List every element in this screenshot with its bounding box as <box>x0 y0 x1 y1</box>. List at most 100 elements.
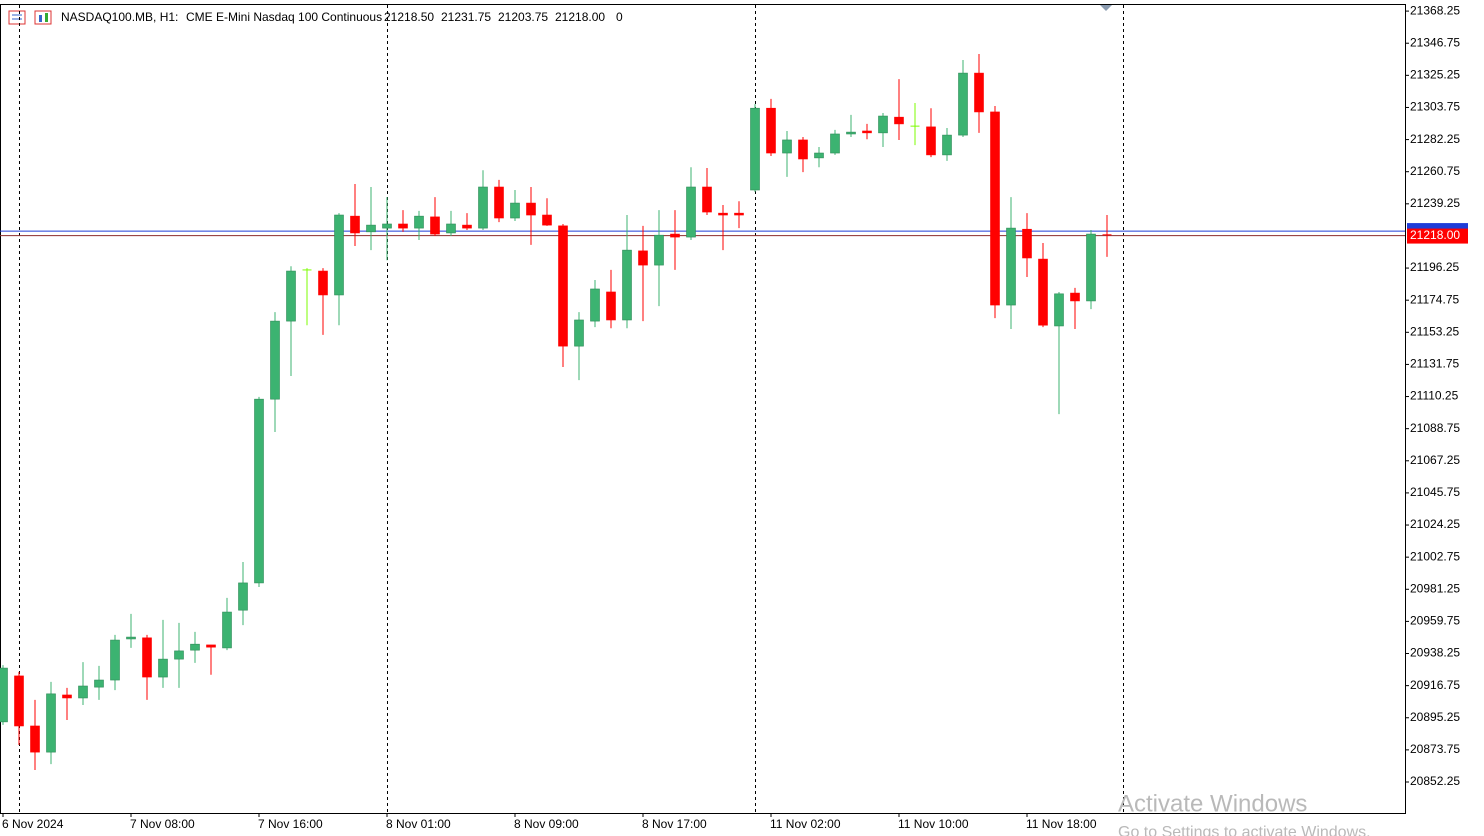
body <box>478 186 488 229</box>
body <box>926 126 936 156</box>
body <box>686 186 696 238</box>
body <box>702 186 712 213</box>
body <box>78 685 88 699</box>
body <box>382 223 392 229</box>
body <box>766 107 776 154</box>
y-tick-label: 21368.25 <box>1410 3 1460 17</box>
body <box>590 288 600 322</box>
y-tick-label: 21239.25 <box>1410 196 1460 210</box>
quote-volume: 0 <box>616 10 623 24</box>
body <box>1022 228 1032 259</box>
body <box>110 639 120 681</box>
y-tick-label: 21067.25 <box>1410 453 1460 467</box>
icon <box>34 10 52 25</box>
icon-bar <box>45 13 48 22</box>
y-tick-label: 21325.25 <box>1410 68 1460 82</box>
body <box>542 214 552 226</box>
body <box>782 139 792 154</box>
bid-label-box <box>1407 228 1468 244</box>
x-tick-label: 7 Nov 08:00 <box>130 817 195 831</box>
body <box>286 270 296 322</box>
y-tick-label: 20959.75 <box>1410 614 1460 628</box>
body <box>1006 227 1016 306</box>
body <box>734 212 744 216</box>
body <box>654 234 664 266</box>
watermark: Activate Windows <box>1118 790 1307 817</box>
body <box>158 658 168 678</box>
body <box>1086 233 1096 302</box>
body <box>254 398 264 584</box>
body <box>526 202 536 216</box>
y-tick-label: 20852.25 <box>1410 774 1460 788</box>
body <box>14 675 24 727</box>
shift-marker <box>1100 5 1112 11</box>
body <box>878 115 888 134</box>
body <box>94 679 104 688</box>
y-tick-label: 21346.75 <box>1410 35 1460 49</box>
body <box>350 215 360 234</box>
body <box>174 650 184 660</box>
toolbar-icons <box>8 10 52 25</box>
body <box>446 223 456 234</box>
x-tick-label: 11 Nov 18:00 <box>1026 817 1097 831</box>
x-tick-label: 8 Nov 01:00 <box>386 817 451 831</box>
body <box>1038 258 1048 326</box>
body <box>622 249 632 321</box>
x-tick-label: 6 Nov 2024 <box>2 817 64 831</box>
y-tick-label: 21153.25 <box>1410 324 1459 338</box>
y-tick-label: 21088.75 <box>1410 421 1460 435</box>
y-tick-label: 21303.75 <box>1410 100 1460 114</box>
body <box>190 643 200 651</box>
y-tick-label: 21174.75 <box>1410 292 1459 306</box>
bid-label: 21218.00 <box>1410 228 1460 242</box>
body <box>798 139 808 160</box>
body <box>718 212 728 216</box>
description: CME E-Mini Nasdaq 100 Continuous <box>186 10 382 24</box>
body <box>126 636 136 640</box>
body <box>318 270 328 296</box>
watermark: Go to Settings to activate Windows. <box>1118 824 1371 836</box>
body <box>894 116 904 125</box>
body <box>334 214 344 296</box>
icon <box>8 10 26 25</box>
y-tick-label: 20938.25 <box>1410 646 1460 660</box>
y-tick-label: 20916.75 <box>1410 678 1460 692</box>
x-tick-label: 11 Nov 10:00 <box>898 817 969 831</box>
body <box>494 186 504 219</box>
quote-close: 21218.00 <box>555 10 605 24</box>
body <box>62 694 72 699</box>
y-tick-label: 21045.75 <box>1410 485 1460 499</box>
body <box>638 250 648 266</box>
body <box>830 133 840 154</box>
body <box>270 320 280 400</box>
x-tick-label: 8 Nov 09:00 <box>514 817 579 831</box>
y-tick-label: 21196.25 <box>1410 260 1459 274</box>
body <box>510 202 520 219</box>
body <box>606 291 616 321</box>
icon-bar <box>39 15 42 22</box>
body <box>670 233 680 238</box>
body <box>558 225 568 347</box>
quote-open: 21218.50 <box>384 10 434 24</box>
body <box>1054 293 1064 327</box>
y-tick-label: 21110.25 <box>1410 389 1459 403</box>
body <box>846 131 856 135</box>
y-tick-label: 20873.75 <box>1410 742 1460 756</box>
body <box>990 111 1000 306</box>
x-tick-label: 7 Nov 16:00 <box>258 817 323 831</box>
body <box>862 130 872 134</box>
body <box>430 216 440 235</box>
body <box>974 72 984 113</box>
body <box>206 644 216 648</box>
body <box>142 637 152 678</box>
body <box>1070 292 1080 302</box>
quote-high: 21231.75 <box>441 10 491 24</box>
y-tick-label: 21002.75 <box>1410 549 1460 563</box>
y-tick-label: 21282.25 <box>1410 132 1460 146</box>
y-tick-label: 21131.75 <box>1410 357 1459 371</box>
symbol: NASDAQ100.MB, H1: <box>61 10 178 24</box>
body <box>238 582 248 611</box>
body <box>46 693 56 753</box>
y-tick-label: 21024.25 <box>1410 517 1460 531</box>
